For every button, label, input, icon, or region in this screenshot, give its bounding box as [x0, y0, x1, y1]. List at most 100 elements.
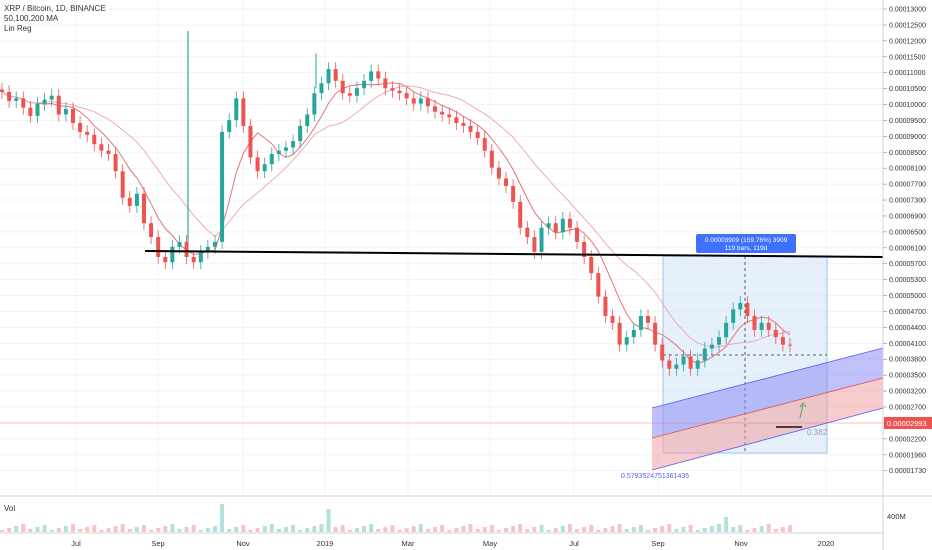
volume-bar — [631, 527, 636, 532]
candle-body — [319, 83, 324, 94]
volume-bar — [425, 529, 430, 532]
candle-body — [440, 111, 445, 115]
y-tick-label: 0.00004700 — [889, 309, 926, 316]
x-tick-label: Sep — [151, 539, 164, 548]
candle-body — [127, 197, 132, 206]
volume-bar — [724, 517, 729, 532]
candle-body — [575, 227, 580, 242]
candle-body — [688, 356, 693, 369]
volume-bar — [134, 527, 139, 532]
candle-body — [241, 98, 246, 126]
candle-body — [220, 131, 225, 242]
candle-body — [738, 302, 743, 310]
y-axis[interactable]: 0.00013000 0.00012500 0.00012000 0.00011500… — [883, 7, 926, 476]
y-tick-label: 0.00005300 — [889, 277, 926, 284]
chart-legend: XRP / Bitcoin, 1D, BINANCE 50,100,200 MA… — [4, 4, 106, 34]
candle-body — [85, 131, 90, 135]
y-tick-label: 0.00002200 — [889, 436, 926, 443]
candle-body — [120, 171, 125, 198]
y-tick-label: 0.00001960 — [889, 452, 926, 459]
candle-body — [745, 302, 750, 317]
x-tick-label: Nov — [236, 539, 250, 548]
x-tick-label: Sep — [651, 539, 664, 548]
y-tick-label: 0.00010000 — [889, 102, 926, 109]
volume-bar — [305, 528, 310, 532]
candle-body — [92, 134, 97, 145]
volume-bar — [653, 528, 658, 532]
candle-body — [567, 218, 572, 228]
candle-body — [106, 150, 111, 155]
volume-bar — [660, 526, 665, 532]
candle-body — [638, 316, 643, 330]
volume-bar — [695, 530, 700, 532]
x-tick-label: 2020 — [818, 539, 835, 548]
candle-body — [752, 316, 757, 330]
up-arrow-icon — [799, 402, 807, 419]
volume-bar — [92, 525, 97, 532]
channel-lower-line — [651, 407, 884, 471]
y-tick-label: 0.00011000 — [889, 70, 926, 77]
volume-bar — [617, 524, 622, 532]
candle-body — [99, 144, 104, 151]
volume-axis-tick: 400M — [887, 512, 906, 521]
candle-body — [283, 147, 288, 151]
volume-bar — [220, 504, 225, 532]
volume-bar — [567, 524, 572, 532]
volume-bar — [347, 530, 352, 532]
candle-body — [28, 107, 33, 116]
candle-body — [646, 316, 651, 323]
candle-body — [333, 69, 338, 81]
volume-bar — [603, 528, 608, 532]
volume-bar — [376, 529, 381, 532]
candle-body — [617, 322, 622, 345]
y-tick-label: 0.00010500 — [889, 86, 926, 93]
volume-bar — [518, 524, 523, 532]
volume-bar — [709, 526, 714, 532]
candle-body — [35, 103, 40, 116]
volume-bar — [340, 525, 345, 532]
volume-bar — [78, 529, 83, 532]
regression-channel[interactable]: 0.5793524751361435 — [621, 347, 884, 480]
horizontal-resistance-line[interactable] — [144, 250, 884, 258]
candle-body — [340, 80, 345, 94]
legend-symbol[interactable]: XRP / Bitcoin, 1D, BINANCE — [4, 4, 106, 13]
legend-ma[interactable]: 50,100,200 MA — [4, 14, 59, 23]
candle-body — [539, 227, 544, 252]
volume-bar — [283, 527, 288, 532]
volume-bar — [70, 524, 75, 532]
volume-bar — [141, 525, 146, 532]
x-tick-label: Mar — [402, 539, 415, 548]
candle-body — [773, 329, 778, 338]
candle-body — [433, 106, 438, 112]
volume-bar — [411, 526, 416, 532]
y-tick-label: 0.00008100 — [889, 166, 926, 173]
channel-mid-line — [651, 377, 884, 439]
volume-bar — [184, 527, 189, 532]
x-tick-label: May — [483, 539, 497, 548]
volume-label[interactable]: Vol — [4, 504, 16, 513]
x-axis[interactable]: Jul Sep Nov 2019 Mar May Jul Sep Nov 2020 — [71, 539, 834, 548]
candle-body — [660, 344, 665, 361]
volume-bar — [99, 530, 104, 532]
volume-bar — [212, 526, 217, 532]
volume-bar — [227, 529, 232, 532]
volume-bar — [362, 526, 367, 532]
candle-body — [610, 316, 615, 323]
legend-linreg[interactable]: Lin Reg — [4, 24, 32, 33]
candle-body — [184, 241, 189, 257]
volume-bar — [354, 528, 359, 532]
last-price-tag: 0.00002993 — [884, 417, 932, 429]
candle-body — [603, 296, 608, 317]
candle-body — [134, 193, 139, 206]
candle-body — [759, 322, 764, 330]
volume-bar — [63, 526, 68, 532]
candle-body — [255, 157, 260, 172]
candle-body — [262, 164, 267, 172]
volume-bar — [21, 524, 26, 532]
candle-body — [369, 71, 374, 81]
candle-body — [234, 98, 239, 121]
volume-bar — [440, 525, 445, 532]
candle-body — [312, 93, 317, 115]
y-tick-label: 0.00012500 — [889, 22, 926, 29]
